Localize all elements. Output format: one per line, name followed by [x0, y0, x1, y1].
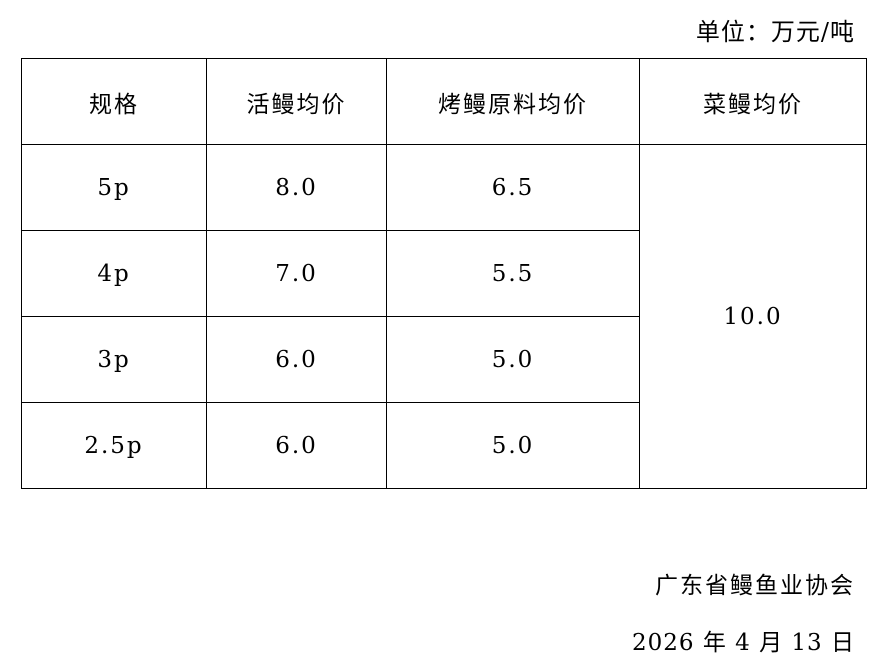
table-row: 5p 8.0 6.5 10.0: [21, 144, 867, 489]
cell-spec: 2.5p: [21, 402, 207, 489]
cell-roast-price: 5.5: [386, 230, 640, 317]
header-dish-price: 菜鳗均价: [639, 58, 867, 145]
cell-live-price: 6.0: [206, 316, 387, 403]
cell-roast-price: 5.0: [386, 316, 640, 403]
cell-spec: 3p: [21, 316, 207, 403]
organization-name: 广东省鳗鱼业协会: [655, 573, 855, 599]
price-table: 规格 活鳗均价 烤鳗原料均价 菜鳗均价 5p 8.0 6.5 10.0 4p 7…: [21, 58, 867, 489]
cell-live-price: 8.0: [206, 144, 387, 231]
cell-dish-price: 10.0: [639, 144, 867, 489]
unit-label: 单位：万元/吨: [695, 18, 855, 46]
cell-roast-price: 5.0: [386, 402, 640, 489]
issue-date: 2026 年 4 月 13 日: [632, 630, 855, 656]
header-live-price: 活鳗均价: [206, 58, 387, 145]
table-row: 4p 7.0 5.5: [21, 230, 867, 317]
cell-spec: 4p: [21, 230, 207, 317]
cell-spec: 5p: [21, 144, 207, 231]
table-header-row: 规格 活鳗均价 烤鳗原料均价 菜鳗均价: [21, 58, 867, 145]
header-roast-price: 烤鳗原料均价: [386, 58, 640, 145]
table-row: 2.5p 6.0 5.0: [21, 402, 867, 489]
cell-live-price: 6.0: [206, 402, 387, 489]
cell-live-price: 7.0: [206, 230, 387, 317]
header-spec: 规格: [21, 58, 207, 145]
cell-roast-price: 6.5: [386, 144, 640, 231]
